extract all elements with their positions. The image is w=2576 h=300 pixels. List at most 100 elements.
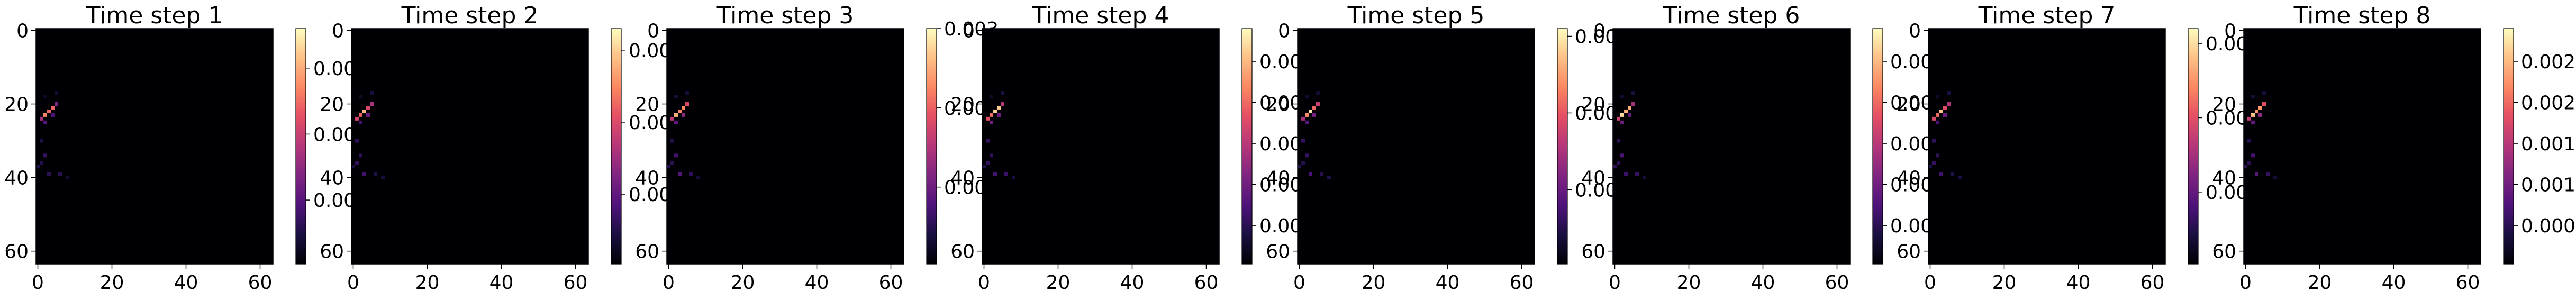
heatmap-cell xyxy=(40,116,43,121)
heatmap-cell xyxy=(990,153,993,158)
y-tick-label: 0 xyxy=(1278,20,1290,42)
heatmap-cell xyxy=(1939,172,1943,176)
y-tick-label: 20 xyxy=(1897,94,1921,116)
heatmap-cell xyxy=(674,95,678,99)
heatmap-cell xyxy=(1309,172,1312,176)
heatmap-cell xyxy=(355,139,359,143)
heatmap-cell xyxy=(1947,102,1951,106)
panel-title: Time step 4 xyxy=(1032,2,1169,29)
y-tick-label: 60 xyxy=(1897,241,1921,263)
heatmap-cell xyxy=(1620,95,1624,99)
heatmap-cell xyxy=(362,109,366,113)
y-tick-label: 0 xyxy=(1593,20,1606,42)
heatmap-cell xyxy=(1620,153,1624,158)
heatmap-cell xyxy=(2244,165,2247,169)
y-tick-label: 60 xyxy=(635,241,659,263)
y-tick-label: 0 xyxy=(332,20,344,42)
heatmap-cell xyxy=(1932,116,1936,121)
heatmap-cell xyxy=(1301,161,1305,165)
heatmap-cell xyxy=(1624,172,1628,176)
heatmap-cell xyxy=(1958,176,1962,180)
heatmap-cell xyxy=(1932,139,1936,143)
x-tick-label: 60 xyxy=(879,272,903,294)
heatmap-cell xyxy=(1301,116,1305,121)
heatmap-cell xyxy=(670,139,674,143)
y-tick-label: 0 xyxy=(16,20,29,42)
heatmap-cell xyxy=(986,161,990,165)
colorbar xyxy=(2188,28,2199,265)
heatmap-cell xyxy=(667,165,670,169)
colorbar xyxy=(295,28,306,265)
y-tick-label: 40 xyxy=(950,168,975,189)
x-tick-label: 60 xyxy=(1825,272,1849,294)
heatmap-cell xyxy=(1620,120,1624,124)
heatmap-cell xyxy=(58,172,62,176)
x-tick-label: 0 xyxy=(978,272,990,294)
x-tick-label: 0 xyxy=(1924,272,1936,294)
heatmap-cell xyxy=(997,113,1001,117)
heatmap-cell xyxy=(1001,102,1004,106)
y-tick-label: 40 xyxy=(2212,168,2236,189)
heatmap-cell xyxy=(2251,113,2255,117)
heatmap-cell xyxy=(1943,113,1947,117)
heatmap-cell xyxy=(1309,109,1312,113)
heatmap-cell xyxy=(1305,113,1309,117)
y-tick-label: 20 xyxy=(2212,94,2236,116)
heatmap-cell xyxy=(362,172,366,176)
heatmap-background xyxy=(1298,29,1535,264)
heatmap-cell xyxy=(2247,116,2251,121)
x-tick-label: 0 xyxy=(1609,272,1621,294)
panel-title: Time step 6 xyxy=(1663,2,1800,29)
y-tick-label: 40 xyxy=(320,168,344,189)
x-tick-label: 20 xyxy=(731,272,755,294)
heatmap-cell xyxy=(43,120,47,124)
heatmap-background xyxy=(351,29,588,264)
heatmap-cell xyxy=(1312,113,1316,117)
heatmap-cell xyxy=(1001,91,1004,95)
y-tick-label: 0 xyxy=(647,20,659,42)
heatmap-cell xyxy=(1928,165,1932,169)
heatmap-cell xyxy=(1631,102,1635,106)
heatmap-cell xyxy=(47,172,51,176)
heatmap-cell xyxy=(1951,172,1954,176)
heatmap-cell xyxy=(43,153,47,158)
x-tick-label: 40 xyxy=(1751,272,1775,294)
heatmap-cell xyxy=(1936,113,1939,117)
heatmap-cell xyxy=(359,153,362,158)
heatmap-cell xyxy=(1936,95,1939,99)
heatmap-background xyxy=(1928,29,2165,264)
heatmap-cell xyxy=(1617,139,1620,143)
heatmap-cell xyxy=(682,106,685,110)
heatmap-cell xyxy=(1312,106,1316,110)
heatmap-cell xyxy=(51,106,55,110)
heatmap-cell xyxy=(1327,176,1331,180)
y-tick-label: 20 xyxy=(1581,94,1606,116)
heatmap-cell xyxy=(1320,172,1323,176)
x-tick-label: 60 xyxy=(2140,272,2165,294)
colorbar xyxy=(1241,28,1253,265)
heatmap-cell xyxy=(355,161,359,165)
x-tick-label: 40 xyxy=(2066,272,2091,294)
heatmap-cell xyxy=(1643,176,1646,180)
x-tick-label: 20 xyxy=(100,272,124,294)
y-tick-label: 20 xyxy=(4,94,29,116)
heatmap-cell xyxy=(689,172,693,176)
heatmap-cell xyxy=(2258,106,2262,110)
axes-frame xyxy=(1928,28,2166,265)
heatmap-cell xyxy=(359,95,362,99)
heatmap-cell xyxy=(1305,153,1309,158)
heatmap-cell xyxy=(1936,120,1939,124)
heatmap-cell xyxy=(1305,95,1309,99)
heatmap-cell xyxy=(997,106,1001,110)
axes-frame xyxy=(2243,28,2481,265)
heatmap-cell xyxy=(678,172,682,176)
heatmap-cell xyxy=(366,113,370,117)
heatmap-cell xyxy=(1620,113,1624,117)
panel-title: Time step 8 xyxy=(2293,2,2431,29)
x-tick-label: 60 xyxy=(248,272,273,294)
